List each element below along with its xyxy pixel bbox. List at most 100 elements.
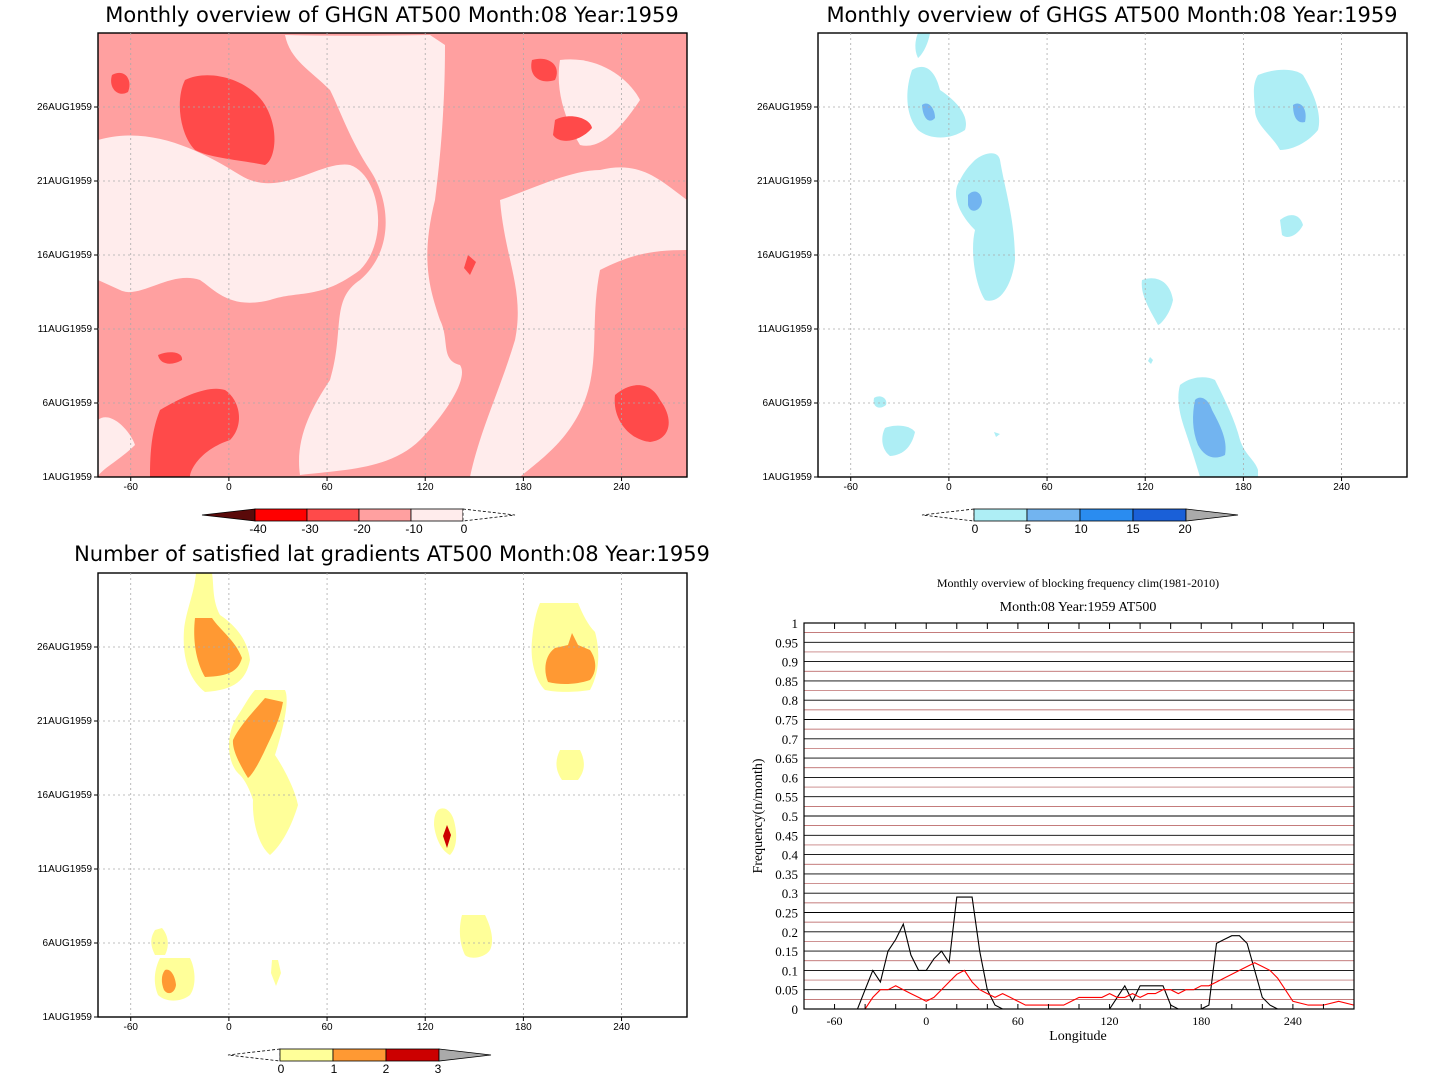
y-tick-label: 0.6: [782, 770, 799, 785]
y-tick-label: 6AUG1959: [43, 398, 93, 409]
y-tick-label: 0.75: [775, 713, 798, 728]
y-tick-label: 26AUG1959: [757, 102, 812, 113]
y-tick-label: 0.2: [782, 925, 798, 940]
x-tick-label: 60: [321, 1022, 333, 1033]
y-tick-label: 0.95: [775, 635, 798, 650]
y-tick-label: 1: [792, 616, 799, 631]
blocking-x-ticks: -60 0 60 120 180 240: [803, 623, 1355, 1028]
lat-gradients-grid: [98, 573, 687, 1017]
lat-gradients-cb-label: 0: [278, 1062, 285, 1076]
ghgs-x-ticks: -60 0 60 120 180 240: [843, 477, 1350, 493]
y-tick-label: 0.15: [775, 944, 798, 959]
x-tick-label: 180: [1235, 482, 1252, 493]
ghgn-cb-label: -20: [353, 522, 371, 536]
x-tick-label: 0: [226, 1022, 232, 1033]
panel-lat-gradients: Number of satisfied lat gradients AT500 …: [37, 542, 710, 1076]
y-tick-label: 0.5: [782, 809, 798, 824]
x-tick-label: 120: [1101, 1014, 1119, 1028]
y-tick-label: 26AUG1959: [37, 102, 92, 113]
lat-gradients-cb-label: 3: [435, 1062, 442, 1076]
ghgs-cb-label: 20: [1178, 522, 1192, 536]
ghgn-y-ticks: 1AUG1959 6AUG1959 11AUG1959 16AUG1959 21AUG1…: [37, 102, 98, 483]
y-tick-label: 0.3: [782, 886, 798, 901]
y-tick-label: 21AUG1959: [757, 176, 812, 187]
y-tick-label: 21AUG1959: [37, 176, 92, 187]
series-line-red: [804, 962, 1355, 1010]
x-tick-label: 0: [226, 482, 232, 493]
panel-ghgs: Monthly overview of GHGS AT500 Month:08 …: [757, 3, 1408, 536]
x-tick-label: 0: [946, 482, 952, 493]
x-tick-label: -60: [843, 482, 858, 493]
panel-ghgs-title: Monthly overview of GHGS AT500 Month:08 …: [826, 3, 1397, 27]
ghgn-grid: [98, 33, 687, 477]
x-tick-label: 180: [515, 1022, 532, 1033]
y-tick-label: 21AUG1959: [37, 716, 92, 727]
blocking-series: [804, 896, 1355, 1010]
y-tick-label: 0.7: [782, 732, 799, 747]
x-tick-label: 120: [417, 1022, 434, 1033]
y-tick-label: 0.1: [782, 963, 798, 978]
ghgs-cb-label: 15: [1126, 522, 1140, 536]
ghgs-grid: [818, 33, 1407, 477]
x-tick-label: -60: [123, 482, 138, 493]
x-tick-label: 120: [417, 482, 434, 493]
ghgn-cb-label: -30: [301, 522, 319, 536]
x-tick-label: 0: [923, 1014, 929, 1028]
ghgs-colorbar: 0 5 10 15 20: [921, 508, 1239, 536]
ghgn-cb-label: -40: [249, 522, 267, 536]
x-tick-label: 60: [321, 482, 333, 493]
blocking-grid: [804, 622, 1354, 1010]
y-tick-label: 0: [792, 1002, 799, 1017]
x-tick-label: 60: [1041, 482, 1053, 493]
ghgn-x-ticks: -60 0 60 120 180 240: [123, 477, 630, 493]
y-tick-label: 1AUG1959: [43, 1012, 93, 1023]
y-tick-label: 16AUG1959: [37, 250, 92, 261]
ghgs-cb-label: 0: [972, 522, 979, 536]
panel-ghgn: Monthly overview of GHGN AT500 Month:08 …: [37, 3, 688, 536]
panel-lat-gradients-title: Number of satisfied lat gradients AT500 …: [74, 542, 710, 566]
blocking-y-ticks: 0 0.05 0.1 0.15 0.2 0.25 0.3 0.35 0.4 0.45 0.5 0.55…: [775, 616, 798, 1017]
x-tick-label: 240: [613, 482, 630, 493]
ghgn-colorbar: -40 -30 -20 -10 0: [201, 508, 516, 536]
y-tick-label: 0.45: [775, 828, 798, 843]
ghgs-cb-label: 5: [1025, 522, 1032, 536]
y-tick-label: 11AUG1959: [758, 324, 813, 335]
y-tick-label: 26AUG1959: [37, 642, 92, 653]
x-tick-label: 240: [1333, 482, 1350, 493]
y-tick-label: 0.4: [782, 848, 799, 863]
y-tick-label: 6AUG1959: [43, 938, 93, 949]
ghgs-cb-label: 10: [1074, 522, 1088, 536]
y-tick-label: 16AUG1959: [37, 790, 92, 801]
y-tick-label: 0.65: [775, 751, 798, 766]
lat-gradients-cb-label: 2: [383, 1062, 390, 1076]
x-tick-label: 120: [1137, 482, 1154, 493]
ghgn-cb-label: -10: [405, 522, 423, 536]
y-tick-label: 0.05: [775, 983, 798, 998]
y-tick-label: 1AUG1959: [763, 472, 813, 483]
y-tick-label: 1AUG1959: [43, 472, 93, 483]
blocking-title: Monthly overview of blocking frequency c…: [937, 576, 1219, 590]
lat-gradients-cb-label: 1: [331, 1062, 338, 1076]
lat-gradients-x-ticks: -60 0 60 120 180 240: [123, 1017, 630, 1033]
blocking-y-label: Frequency(n/month): [751, 758, 766, 873]
y-tick-label: 0.9: [782, 655, 798, 670]
panel-ghgn-title: Monthly overview of GHGN AT500 Month:08 …: [105, 3, 678, 27]
y-tick-label: 0.55: [775, 790, 798, 805]
x-tick-label: 60: [1012, 1014, 1024, 1028]
ghgn-cb-label: 0: [461, 522, 468, 536]
panel-blocking-frequency: Monthly overview of blocking frequency c…: [751, 576, 1355, 1044]
x-tick-label: 240: [613, 1022, 630, 1033]
y-tick-label: 0.25: [775, 906, 798, 921]
y-tick-label: 0.8: [782, 693, 798, 708]
blocking-x-label: Longitude: [1049, 1029, 1107, 1044]
y-tick-label: 11AUG1959: [38, 864, 93, 875]
y-tick-label: 11AUG1959: [38, 324, 93, 335]
lat-gradients-colorbar: 0 1 2 3: [227, 1048, 492, 1076]
x-tick-label: 240: [1284, 1014, 1302, 1028]
x-tick-label: -60: [123, 1022, 138, 1033]
y-tick-label: 6AUG1959: [763, 398, 813, 409]
y-tick-label: 0.85: [775, 674, 798, 689]
y-tick-label: 16AUG1959: [757, 250, 812, 261]
x-tick-label: 180: [515, 482, 532, 493]
